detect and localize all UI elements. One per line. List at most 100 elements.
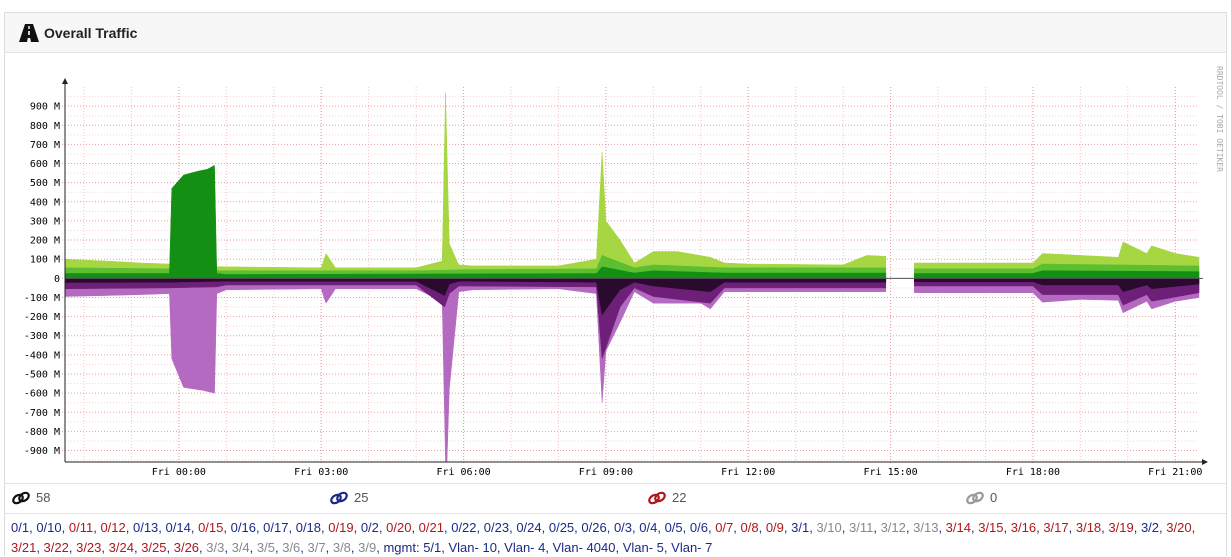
y-tick-label: -400 M: [24, 350, 60, 361]
port-link[interactable]: 3/17: [1043, 520, 1069, 535]
x-tick-label: Fri 06:00: [436, 467, 490, 478]
port-link[interactable]: 0/10: [36, 520, 62, 535]
port-link[interactable]: 0/26: [581, 520, 607, 535]
traffic-in-series: [64, 164, 887, 279]
port-link[interactable]: 3/6: [282, 540, 301, 555]
y-tick-label: 200 M: [30, 236, 60, 247]
y-tick-label: -100 M: [24, 293, 60, 304]
port-link[interactable]: Vlan- 4040: [552, 540, 616, 555]
y-tick-label: 0: [54, 274, 60, 285]
port-link[interactable]: 3/25: [141, 540, 167, 555]
port-link[interactable]: 3/13: [913, 520, 939, 535]
link-icon: [648, 491, 666, 504]
port-link[interactable]: 3/15: [978, 520, 1004, 535]
port-link[interactable]: 3/21: [11, 540, 37, 555]
port-link[interactable]: Vlan- 10: [448, 540, 497, 555]
port-link[interactable]: 0/12: [100, 520, 126, 535]
x-axis-arrow: [1202, 459, 1208, 465]
port-link[interactable]: 0/21: [418, 520, 444, 535]
status-count: 0: [990, 490, 998, 505]
port-link[interactable]: 3/11: [849, 520, 874, 535]
port-link[interactable]: 0/5: [664, 520, 683, 535]
y-tick-label: 800 M: [30, 121, 60, 132]
status-count: 25: [354, 490, 369, 505]
y-tick-label: 400 M: [30, 197, 60, 208]
port-link[interactable]: 0/9: [765, 520, 784, 535]
status-count: 22: [672, 490, 687, 505]
port-link[interactable]: 0/7: [715, 520, 734, 535]
status-total[interactable]: 58: [11, 490, 50, 505]
port-link[interactable]: 0/23: [483, 520, 510, 535]
y-tick-label: 100 M: [30, 255, 60, 266]
port-link[interactable]: 0/3: [613, 520, 633, 535]
link-icon: [330, 491, 348, 504]
traffic-out-series: [64, 278, 887, 359]
port-link[interactable]: 0/16: [230, 520, 256, 535]
y-tick-label: 700 M: [30, 140, 60, 151]
port-link[interactable]: Vlan- 4: [504, 540, 546, 555]
port-link[interactable]: 0/17: [263, 520, 289, 535]
port-link[interactable]: 3/18: [1075, 520, 1102, 535]
port-link[interactable]: 3/26: [173, 540, 200, 555]
port-link[interactable]: 3/3: [206, 540, 225, 555]
port-link[interactable]: Vlan- 7: [671, 540, 713, 555]
traffic-chart-svg: 900 M 800 M 700 M 600 M 500 M 400 M 300 M 200 M…: [24, 66, 1224, 478]
panel-header: Overall Traffic: [5, 13, 1226, 53]
port-link[interactable]: 3/12: [880, 520, 906, 535]
y-tick-label: -200 M: [24, 312, 60, 323]
y-tick-label: 600 M: [30, 159, 60, 170]
port-link[interactable]: 3/20: [1166, 520, 1192, 535]
port-link[interactable]: 0/2: [360, 520, 379, 535]
port-link[interactable]: mgmt: 5/1: [383, 540, 442, 555]
port-link[interactable]: 3/7: [307, 540, 326, 555]
status-up[interactable]: 25: [329, 490, 368, 505]
y-tick-label: 500 M: [30, 178, 60, 189]
port-link[interactable]: 0/25: [548, 520, 575, 535]
traffic-in-series: [64, 92, 887, 279]
port-link[interactable]: 3/1: [791, 520, 810, 535]
y-tick-label: -800 M: [24, 427, 60, 438]
port-link[interactable]: 3/8: [332, 540, 351, 555]
port-link[interactable]: 3/9: [358, 540, 377, 555]
y-tick-label: -600 M: [24, 389, 60, 400]
port-link[interactable]: 0/18: [295, 520, 322, 535]
port-link[interactable]: 0/6: [689, 520, 708, 535]
traffic-out-series: [64, 278, 887, 316]
status-down[interactable]: 22: [647, 490, 686, 505]
port-link[interactable]: 3/23: [76, 540, 102, 555]
port-link[interactable]: 0/1: [11, 520, 30, 535]
traffic-out-series: [914, 278, 1200, 292]
port-link[interactable]: 0/24: [516, 520, 542, 535]
port-link[interactable]: 3/22: [43, 540, 69, 555]
port-link[interactable]: 0/20: [386, 520, 412, 535]
port-link[interactable]: 0/13: [132, 520, 159, 535]
port-link[interactable]: 3/16: [1010, 520, 1037, 535]
port-link[interactable]: 3/4: [231, 540, 250, 555]
y-tick-label: 300 M: [30, 216, 60, 227]
port-link[interactable]: 0/19: [328, 520, 354, 535]
port-link[interactable]: 0/11: [68, 520, 94, 535]
y-axis-arrow: [62, 78, 68, 84]
y-tick-label: -700 M: [24, 408, 60, 419]
port-link[interactable]: Vlan- 5: [622, 540, 664, 555]
port-link[interactable]: 3/5: [256, 540, 275, 555]
port-link[interactable]: 0/22: [451, 520, 477, 535]
port-list: 0/1, 0/10, 0/11, 0/12, 0/13, 0/14, 0/15,…: [5, 513, 1226, 557]
port-link[interactable]: 0/15: [198, 520, 224, 535]
x-tick-label: Fri 21:00: [1148, 467, 1202, 478]
port-link[interactable]: 3/24: [108, 540, 134, 555]
x-tick-label: Fri 00:00: [152, 467, 206, 478]
port-link[interactable]: 3/10: [816, 520, 842, 535]
x-tick-label: Fri 18:00: [1006, 467, 1060, 478]
port-link[interactable]: 3/19: [1108, 520, 1134, 535]
link-icon: [12, 491, 30, 504]
rrdtool-watermark: RRDTOOL / TOBI OETIKER: [1215, 66, 1224, 172]
status-disabled[interactable]: 0: [965, 490, 997, 505]
port-link[interactable]: 3/2: [1140, 520, 1160, 535]
port-link[interactable]: 0/4: [639, 520, 658, 535]
x-tick-label: Fri 03:00: [294, 467, 348, 478]
port-link[interactable]: 0/14: [165, 520, 191, 535]
y-tick-label: -900 M: [24, 446, 60, 457]
port-link[interactable]: 0/8: [740, 520, 759, 535]
port-link[interactable]: 3/14: [945, 520, 971, 535]
